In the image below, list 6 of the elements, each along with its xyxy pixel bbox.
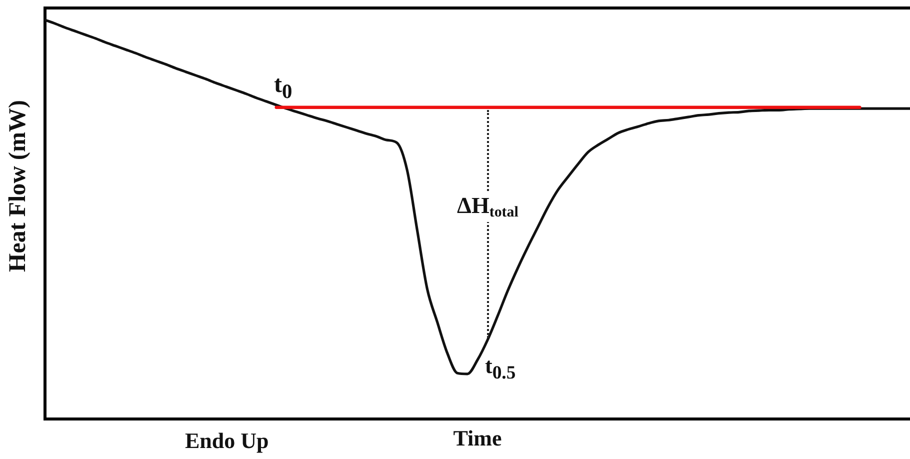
x-axis-title: Time — [453, 425, 502, 450]
text: Endo Up — [185, 428, 269, 453]
y-axis-title: Heat Flow (mW) — [5, 100, 31, 272]
annotation: t$_{0.5}$ — [485, 353, 516, 384]
annotation: t$_{0}$ — [274, 72, 292, 104]
annotation: ΔH$_{total}$ — [457, 191, 518, 222]
